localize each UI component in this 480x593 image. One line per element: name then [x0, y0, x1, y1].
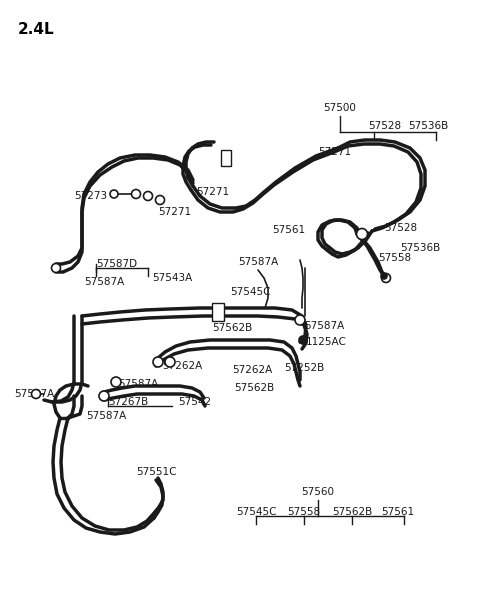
Circle shape — [299, 336, 307, 344]
Circle shape — [51, 263, 60, 273]
Text: 57252B: 57252B — [284, 363, 324, 373]
Text: 57271: 57271 — [318, 147, 351, 157]
Text: 57587D: 57587D — [96, 259, 137, 269]
Text: 57545C: 57545C — [236, 507, 276, 517]
Text: 57560: 57560 — [301, 487, 335, 497]
Circle shape — [110, 190, 118, 198]
Text: 57562B: 57562B — [212, 323, 252, 333]
Circle shape — [357, 228, 368, 240]
Text: 2.4L: 2.4L — [18, 22, 55, 37]
Text: 57542: 57542 — [178, 397, 211, 407]
Text: 57271: 57271 — [158, 207, 191, 217]
Text: 57271: 57271 — [196, 187, 229, 197]
Text: 57543A: 57543A — [152, 273, 192, 283]
Circle shape — [295, 315, 305, 325]
Text: 57528: 57528 — [384, 223, 417, 233]
Text: 57562B: 57562B — [234, 383, 274, 393]
Text: 57561: 57561 — [272, 225, 305, 235]
Circle shape — [132, 190, 141, 199]
Bar — [221, 150, 231, 166]
Circle shape — [165, 357, 175, 367]
Circle shape — [153, 357, 163, 367]
Text: 57587A: 57587A — [238, 257, 278, 267]
Text: 57528: 57528 — [368, 121, 401, 131]
Circle shape — [156, 196, 165, 205]
Circle shape — [382, 273, 391, 282]
Text: 57551C: 57551C — [136, 467, 177, 477]
Text: 57267B: 57267B — [108, 397, 148, 407]
Circle shape — [381, 273, 387, 279]
Circle shape — [99, 391, 109, 401]
Text: 57262A: 57262A — [162, 361, 202, 371]
Text: 57536B: 57536B — [400, 243, 440, 253]
Text: 57587A: 57587A — [118, 379, 158, 389]
Text: 57587A: 57587A — [84, 277, 124, 287]
Circle shape — [32, 390, 40, 398]
Text: 57587A: 57587A — [14, 389, 54, 399]
Text: 1125AC: 1125AC — [306, 337, 347, 347]
Circle shape — [111, 377, 121, 387]
Text: 57273: 57273 — [74, 191, 107, 201]
Text: 57545C: 57545C — [230, 287, 271, 297]
Bar — [212, 303, 224, 321]
Circle shape — [144, 192, 153, 200]
Text: 57587A: 57587A — [86, 411, 126, 421]
Text: 57558: 57558 — [378, 253, 411, 263]
Text: 57558: 57558 — [288, 507, 321, 517]
Text: 57561: 57561 — [382, 507, 415, 517]
Text: 57536B: 57536B — [408, 121, 448, 131]
Text: 57500: 57500 — [324, 103, 357, 113]
Text: 57262A: 57262A — [232, 365, 272, 375]
Text: 57562B: 57562B — [332, 507, 372, 517]
Text: 57587A: 57587A — [304, 321, 344, 331]
